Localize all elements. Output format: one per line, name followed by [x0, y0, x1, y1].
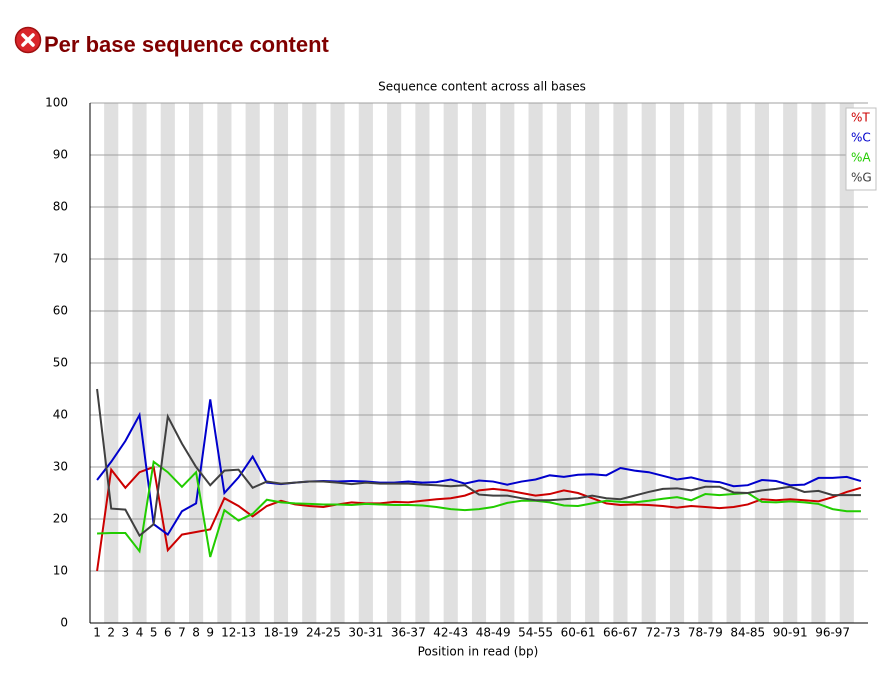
x-tick-label: 9	[206, 626, 214, 640]
legend-label: %A	[851, 151, 871, 165]
legend-label: %C	[851, 131, 871, 145]
x-tick-label: 90-91	[773, 626, 808, 640]
series-line	[96, 388, 861, 538]
x-tick-label: 18-19	[264, 626, 299, 640]
y-tick-label: 40	[53, 408, 68, 422]
legend-box	[845, 107, 877, 191]
x-tick-label: 30-31	[348, 626, 383, 640]
x-tick-label: 66-67	[603, 626, 638, 640]
y-tick-label: 60	[53, 304, 68, 318]
x-tick-label: 54-55	[518, 626, 553, 640]
series-line	[96, 465, 862, 572]
x-tick-label: 3	[122, 626, 130, 640]
y-tick-label: 70	[53, 252, 68, 266]
y-tick-label: 100	[45, 96, 68, 110]
y-tick-label: 20	[53, 512, 68, 526]
x-tick-label: 8	[192, 626, 200, 640]
x-tick-label: 7	[178, 626, 186, 640]
x-tick-label: 2	[107, 626, 115, 640]
x-tick-label: 96-97	[815, 626, 850, 640]
chart-title: Sequence content across all bases	[378, 80, 586, 94]
series-line	[96, 399, 862, 537]
x-tick-label: 4	[136, 626, 144, 640]
x-tick-label: 36-37	[391, 626, 426, 640]
page-title: Per base sequence content	[44, 32, 329, 57]
header: Per base sequence content	[0, 0, 895, 70]
legend-label: %T	[851, 111, 870, 125]
y-tick-label: 80	[53, 200, 68, 214]
x-tick-label: 60-61	[561, 626, 596, 640]
x-tick-label: 42-43	[433, 626, 468, 640]
x-tick-label: 84-85	[730, 626, 765, 640]
y-tick-label: 50	[53, 356, 68, 370]
x-tick-label: 24-25	[306, 626, 341, 640]
y-tick-label: 0	[60, 616, 68, 630]
y-tick-label: 10	[53, 564, 68, 578]
x-tick-label: 1	[93, 626, 101, 640]
error-icon	[14, 26, 42, 54]
x-tick-label: 72-73	[645, 626, 680, 640]
y-tick-label: 30	[53, 460, 68, 474]
x-tick-label: 48-49	[476, 626, 511, 640]
x-axis-label: Position in read (bp)	[418, 645, 539, 659]
series-line	[97, 460, 861, 558]
x-tick-label: 78-79	[688, 626, 723, 640]
x-tick-label: 12-13	[221, 626, 256, 640]
x-tick-label: 5	[150, 626, 158, 640]
x-tick-label: 6	[164, 626, 172, 640]
legend: %T %C %A %G	[845, 107, 877, 191]
y-tick-label: 90	[53, 148, 68, 162]
legend-label: %G	[851, 171, 872, 185]
